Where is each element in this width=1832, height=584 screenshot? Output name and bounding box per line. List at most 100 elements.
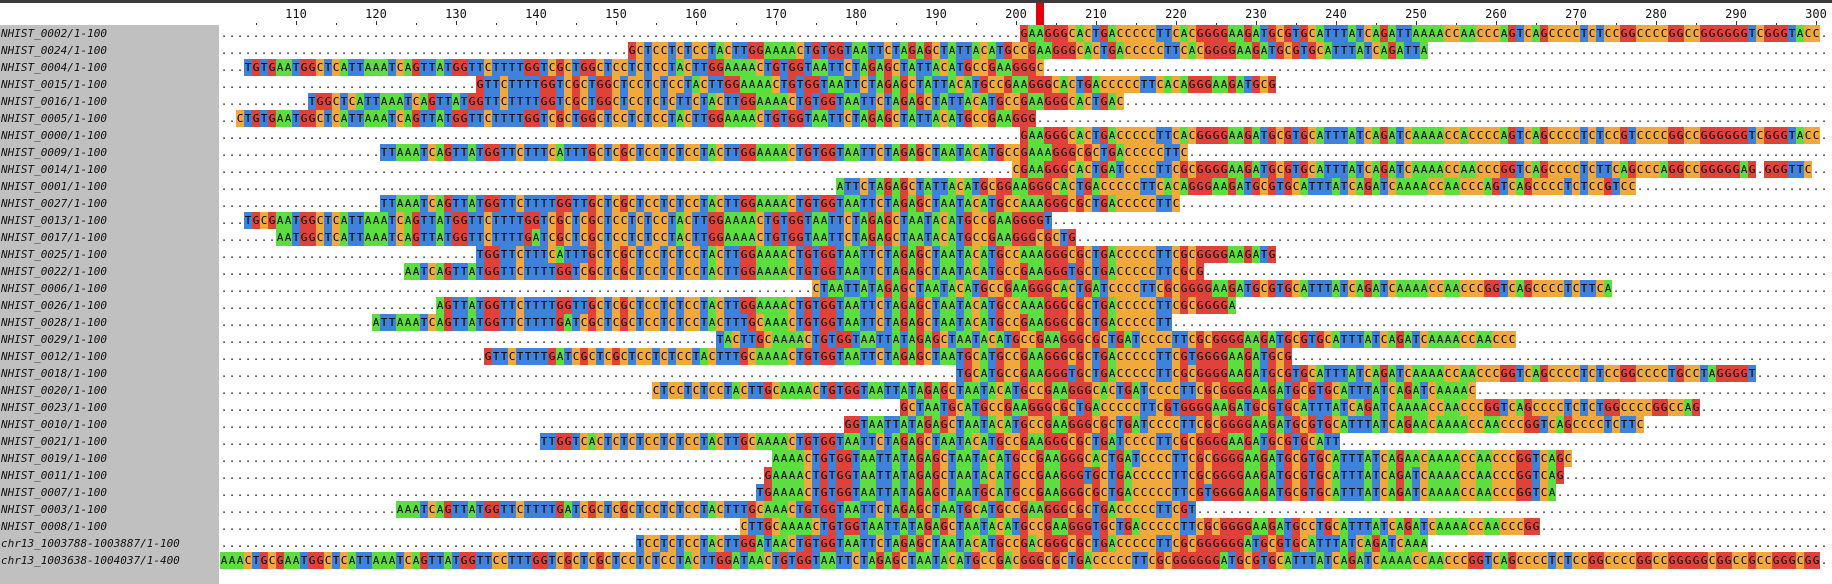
sequence-id[interactable]: NHIST_0018/1-100 (1, 367, 107, 380)
gap-cell: . (500, 44, 508, 57)
sequence-id[interactable]: chr13_1003638-1004037/1-400 (1, 554, 180, 567)
sequence-id[interactable]: NHIST_0002/1-100 (1, 27, 107, 40)
sequence-row[interactable]: ........................................… (219, 331, 1832, 348)
residue-G: G (820, 348, 828, 365)
residue-A: A (908, 195, 916, 212)
residue-G: G (996, 314, 1004, 331)
sequence-id[interactable]: NHIST_0016/1-100 (1, 95, 107, 108)
sequence-id[interactable]: NHIST_0009/1-100 (1, 146, 107, 159)
residue-T: T (860, 93, 868, 110)
gap-cell: . (588, 418, 596, 431)
residue-C: C (692, 246, 700, 263)
sequence-id[interactable]: NHIST_0020/1-100 (1, 384, 107, 397)
residue-G: G (620, 314, 628, 331)
sequence-id[interactable]: NHIST_0014/1-100 (1, 163, 107, 176)
sequence-row[interactable]: ........................................… (219, 25, 1832, 42)
sequence-row[interactable]: ........................................… (219, 433, 1832, 450)
residue-T: T (1628, 127, 1636, 144)
sequence-id[interactable]: NHIST_0003/1-100 (1, 503, 107, 516)
sequence-id[interactable]: NHIST_0021/1-100 (1, 435, 107, 448)
sequence-row[interactable]: ........................................… (219, 127, 1832, 144)
residue-C: C (620, 59, 628, 76)
gap-cell: . (316, 418, 324, 431)
gap-cell: . (332, 146, 340, 159)
sequence-id[interactable]: NHIST_0005/1-100 (1, 112, 107, 125)
sequence-id[interactable]: NHIST_0025/1-100 (1, 248, 107, 261)
gap-cell: . (1404, 316, 1412, 329)
gap-cell: . (1588, 350, 1596, 363)
sequence-row[interactable]: ........................................… (219, 416, 1832, 433)
residue-G: G (1068, 416, 1076, 433)
sequence-row[interactable]: ........................................… (219, 365, 1832, 382)
sequence-row[interactable]: ........................................… (219, 42, 1832, 59)
gap-cell: . (1564, 265, 1572, 278)
alignment-panel[interactable]: ........................................… (219, 25, 1832, 584)
sequence-id[interactable]: NHIST_0019/1-100 (1, 452, 107, 465)
sequence-id[interactable]: NHIST_0000/1-100 (1, 129, 107, 142)
gap-cell: . (396, 78, 404, 91)
gap-cell: . (1612, 231, 1620, 244)
gap-cell: . (324, 248, 332, 261)
sequence-id[interactable]: NHIST_0001/1-100 (1, 180, 107, 193)
gap-cell: . (1468, 146, 1476, 159)
gap-cell: . (868, 163, 876, 176)
sequence-id[interactable]: NHIST_0012/1-100 (1, 350, 107, 363)
sequence-id[interactable]: chr13_1003788-1003887/1-100 (1, 537, 180, 550)
residue-T: T (956, 144, 964, 161)
sequence-id[interactable]: NHIST_0006/1-100 (1, 282, 107, 295)
sequence-id-panel[interactable]: NHIST_0002/1-100 NHIST_0024/1-100 NHIST_00… (0, 25, 219, 584)
sequence-id[interactable]: NHIST_0027/1-100 (1, 197, 107, 210)
sequence-id[interactable]: NHIST_0024/1-100 (1, 44, 107, 57)
column-ruler[interactable]: 110 120 130 140 150 160 170 180 190 200 210 220 230 2… (219, 3, 1832, 25)
residue-T: T (764, 59, 772, 76)
gap-cell: . (1124, 231, 1132, 244)
sequence-row[interactable]: ........................................… (219, 399, 1832, 416)
sequence-id[interactable]: NHIST_0010/1-100 (1, 418, 107, 431)
sequence-id[interactable]: NHIST_0008/1-100 (1, 520, 107, 533)
sequence-id[interactable]: NHIST_0023/1-100 (1, 401, 107, 414)
sequence-row[interactable]: ........................................… (219, 161, 1832, 178)
sequence-id[interactable]: NHIST_0013/1-100 (1, 214, 107, 227)
gap-cell: . (228, 367, 236, 380)
sequence-id[interactable]: NHIST_0026/1-100 (1, 299, 107, 312)
gap-cell: . (900, 27, 908, 40)
gap-cell: . (356, 163, 364, 176)
residue-C: C (1156, 178, 1164, 195)
sequence-id[interactable]: NHIST_0015/1-100 (1, 78, 107, 91)
residue-G: G (996, 263, 1004, 280)
sequence-id[interactable]: NHIST_0029/1-100 (1, 333, 107, 346)
sequence-id[interactable]: NHIST_0011/1-100 (1, 469, 107, 482)
sequence-id[interactable]: NHIST_0007/1-100 (1, 486, 107, 499)
residue-A: A (988, 382, 996, 399)
gap-cell: . (1532, 299, 1540, 312)
residue-A: A (1340, 416, 1348, 433)
residue-T: T (1356, 416, 1364, 433)
gap-cell: . (1604, 384, 1612, 397)
sequence-id[interactable]: NHIST_0017/1-100 (1, 231, 107, 244)
sequence-id[interactable]: NHIST_0022/1-100 (1, 265, 107, 278)
sequence-id[interactable]: NHIST_0028/1-100 (1, 316, 107, 329)
sequence-row[interactable]: ........................................… (219, 280, 1832, 297)
residue-G: G (1084, 280, 1092, 297)
gap-cell: . (252, 44, 260, 57)
sequence-id[interactable]: NHIST_0004/1-100 (1, 61, 107, 74)
sequence-row[interactable]: ........................................… (219, 178, 1832, 195)
gap-cell: . (332, 27, 340, 40)
residue-T: T (1340, 178, 1348, 195)
residue-C: C (1292, 399, 1300, 416)
sequence-row[interactable]: ........................................… (219, 382, 1832, 399)
gap-cell: . (1692, 316, 1700, 329)
